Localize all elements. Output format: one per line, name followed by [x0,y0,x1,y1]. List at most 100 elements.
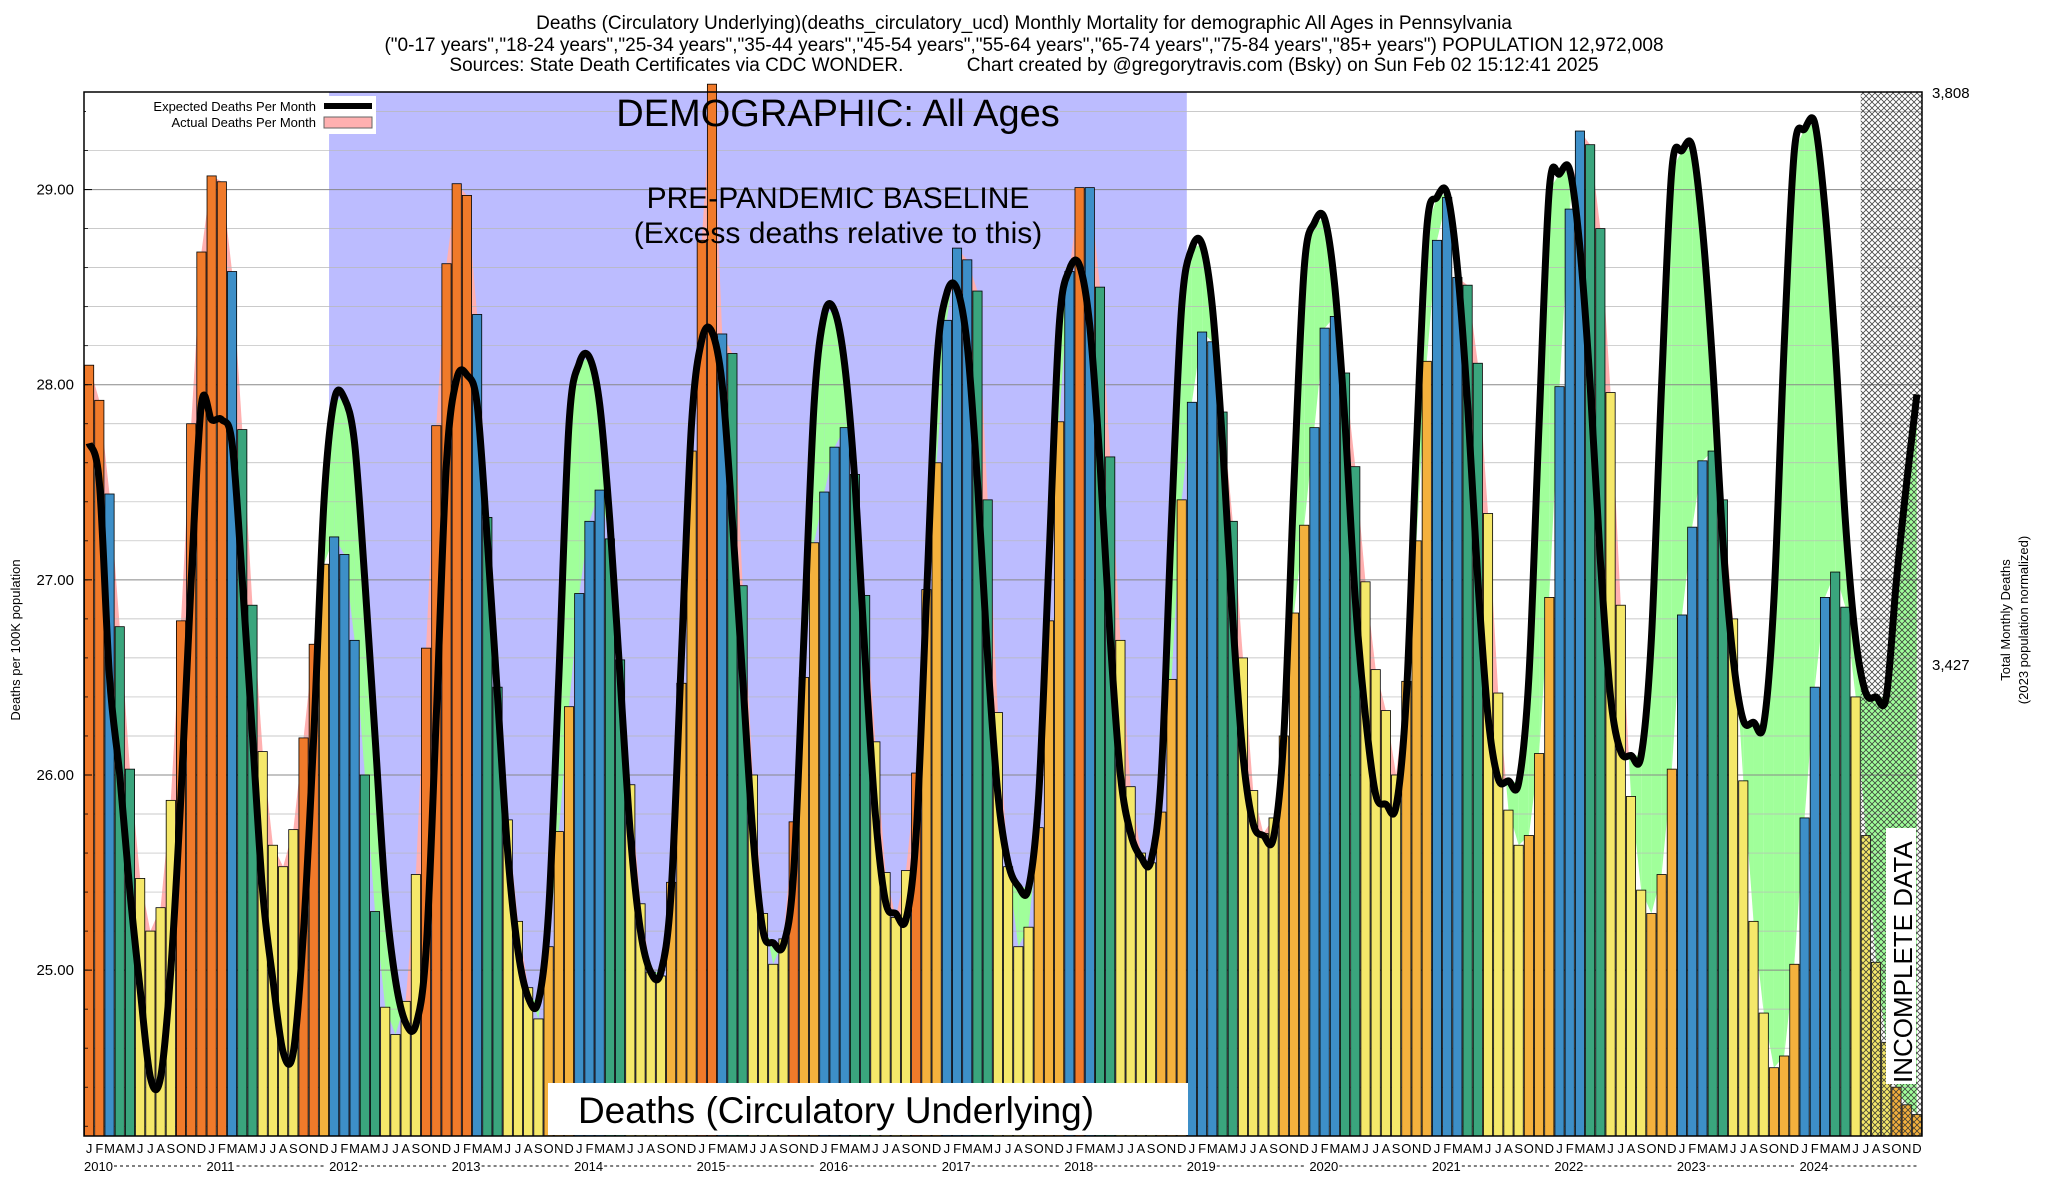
bar-month [1830,571,1841,1137]
month-tick-label: D [932,1141,941,1156]
year-tick-label: 2014 [574,1159,603,1174]
month-tick-label: A [1341,1141,1350,1156]
month-tick-label: S [166,1141,175,1156]
month-tick-label: F [95,1141,103,1156]
month-tick-label: O [1401,1141,1411,1156]
month-tick-label: J [137,1141,144,1156]
month-tick-label: A [1096,1141,1105,1156]
month-tick-label: M [492,1141,503,1156]
area-segment [1737,682,1744,781]
right-axis-label-1: Total Monthly Deaths [1998,559,2013,681]
month-tick-label: O [1891,1141,1901,1156]
month-tick-label: N [799,1141,808,1156]
month-tick-label: M [594,1141,605,1156]
area-segment [354,443,365,775]
chart-title-line2: ("0-17 years","18-24 years","25-34 years… [384,35,1664,56]
bar-month [451,183,462,1137]
bottom-label: Deaths (Circulatory Underlying) [578,1090,1094,1131]
month-tick-label: M [1717,1141,1728,1156]
year-tick-label: 2018 [1064,1159,1093,1174]
area-segment [1505,780,1509,811]
bar-month [1319,327,1330,1137]
year-tick-label: 2023 [1677,1159,1706,1174]
month-tick-label: A [1504,1141,1513,1156]
month-tick-label: D [197,1141,206,1156]
bar-month [1779,1055,1790,1137]
month-tick-label: A [728,1141,737,1156]
month-tick-label: N [554,1141,563,1156]
month-tick-label: O [544,1141,554,1156]
month-tick-label: F [1566,1141,1574,1156]
month-tick-label: J [699,1141,706,1156]
bar-month [1513,844,1524,1137]
bar-month [952,247,963,1137]
bar-month [1595,228,1606,1137]
month-tick-label: M [247,1141,258,1156]
y-tick-label: 25.00 [36,962,74,979]
bar-month [1748,920,1759,1137]
month-tick-label: J [1127,1141,1134,1156]
bar-month [1074,187,1085,1137]
bottom-label-box [548,1083,1188,1135]
bar-month [1636,889,1647,1137]
bar-month [1289,612,1300,1137]
month-tick-label: J [944,1141,951,1156]
bar-month [594,489,605,1137]
y-tick-label: 28.00 [36,377,74,394]
month-tick-label: D [1667,1141,1676,1156]
month-tick-label: A [973,1141,982,1156]
month-tick-label: N [1289,1141,1298,1156]
month-tick-label: M [962,1141,973,1156]
bar-month [1421,360,1432,1137]
baseline-label-line1: PRE-PANDEMIC BASELINE [647,182,1030,215]
month-tick-label: J [86,1141,93,1156]
month-tick-label: S [1882,1141,1891,1156]
month-tick-label: N [1044,1141,1053,1156]
month-tick-label: F [1198,1141,1206,1156]
month-tick-label: A [1831,1141,1840,1156]
month-tick-label: A [483,1141,492,1156]
bar-month [1431,239,1442,1137]
month-tick-label: D [564,1141,573,1156]
bar-month [1738,780,1749,1137]
area-segment [1630,755,1642,891]
month-tick-label: N [922,1141,931,1156]
month-tick-label: M [349,1141,360,1156]
bar-month [441,263,452,1137]
month-tick-label: J [1117,1141,1124,1156]
bar-month [1523,835,1534,1137]
year-tick-label: 2015 [697,1159,726,1174]
month-tick-label: M [737,1141,748,1156]
bar-month [1819,597,1831,1137]
bar-month [1258,833,1269,1137]
month-tick-label: F [218,1141,226,1156]
month-tick-label: O [789,1141,799,1156]
bar-month [584,520,595,1137]
bar-month [1411,540,1422,1137]
bar-month [1186,401,1197,1137]
bar-month [380,1006,391,1137]
month-tick-label: D [442,1141,451,1156]
month-tick-label: O [421,1141,431,1156]
month-tick-label: J [1740,1141,1747,1156]
area-segment [1682,146,1693,615]
month-tick-label: J [1852,1141,1859,1156]
month-tick-label: J [750,1141,757,1156]
bar-month [1054,421,1065,1137]
month-tick-label: A [1382,1141,1391,1156]
year-tick-label: 2016 [819,1159,848,1174]
month-tick-label: M [104,1141,115,1156]
bar-month [819,491,830,1137]
month-tick-label: O [1646,1141,1656,1156]
month-tick-label: S [412,1141,421,1156]
y-tick-label: 27.00 [36,572,74,589]
month-tick-label: J [453,1141,460,1156]
month-tick-label: A [646,1141,655,1156]
bar-month [1176,499,1187,1137]
month-tick-label: A [1463,1141,1472,1156]
bar-month [278,866,289,1137]
month-tick-label: M [717,1141,728,1156]
month-tick-label: J [882,1141,889,1156]
month-tick-label: J [270,1141,277,1156]
month-tick-label: M [1329,1141,1340,1156]
